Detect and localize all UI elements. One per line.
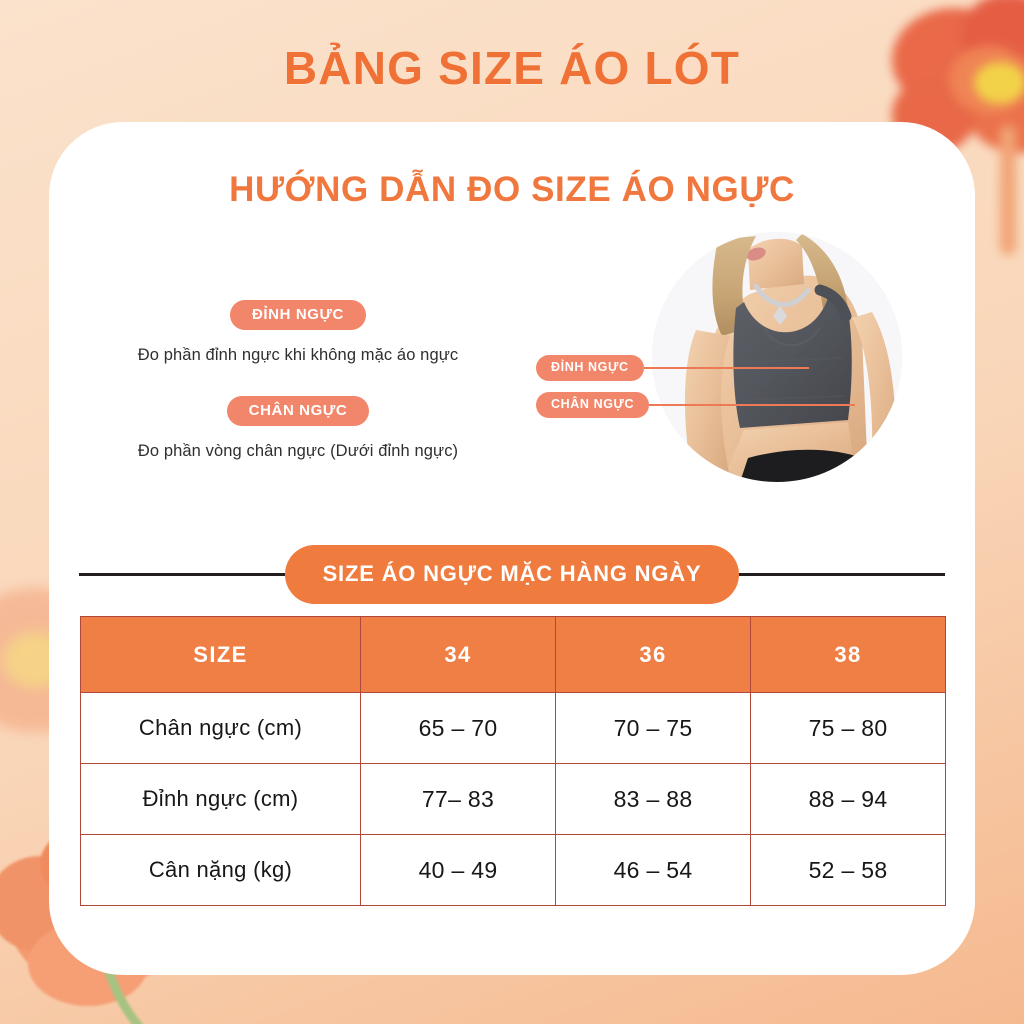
row-label-chan-nguc: Chân ngực (cm) xyxy=(80,692,361,764)
cell-can-nang-34: 40 – 49 xyxy=(360,834,556,906)
measurement-guide: ĐỈNH NGỰC Đo phần đỉnh ngực khi không mặ… xyxy=(83,300,513,461)
cell-chan-nguc-34: 65 – 70 xyxy=(360,692,556,764)
table-header-36: 36 xyxy=(555,616,751,693)
table-header-38: 38 xyxy=(750,616,946,693)
guide-text-underbust: Đo phần vòng chân ngực (Dưới đỉnh ngực) xyxy=(137,442,459,460)
table-row: Chân ngực (cm) 65 – 70 70 – 75 75 – 80 xyxy=(80,692,946,764)
banner-rule-right xyxy=(739,573,945,576)
guide-text-bust: Đo phần đỉnh ngực khi không mặc áo ngực xyxy=(137,346,459,364)
callout-label-chan-nguc: CHÂN NGỰC xyxy=(536,392,650,418)
badge-row-bust: ĐỈNH NGỰC xyxy=(83,300,513,330)
content-card: HƯỚNG DẪN ĐO SIZE ÁO NGỰC ĐỈNH NGỰC Đo p… xyxy=(49,122,975,975)
model-photo-illustration xyxy=(652,232,902,482)
cell-can-nang-38: 52 – 58 xyxy=(750,834,946,906)
badge-dinh-nguc: ĐỈNH NGỰC xyxy=(229,300,366,330)
cell-dinh-nguc-34: 77– 83 xyxy=(360,763,556,835)
size-table-wrapper: SIZE 34 36 38 Chân ngực (cm) 65 – 70 70 … xyxy=(80,616,946,906)
cell-dinh-nguc-36: 83 – 88 xyxy=(555,763,751,835)
table-header-row: SIZE 34 36 38 xyxy=(80,616,946,693)
badge-chan-nguc: CHÂN NGỰC xyxy=(226,396,370,426)
banner-rule-left xyxy=(79,573,285,576)
guide-item-bust: ĐỈNH NGỰC Đo phần đỉnh ngực khi không mặ… xyxy=(83,300,513,365)
callout-chan-nguc: CHÂN NGỰC xyxy=(536,392,856,418)
badge-row-underbust: CHÂN NGỰC xyxy=(83,396,513,426)
section-title: HƯỚNG DẪN ĐO SIZE ÁO NGỰC xyxy=(229,170,795,209)
table-row: Cân nặng (kg) 40 – 49 46 – 54 52 – 58 xyxy=(80,834,946,906)
callout-label-dinh-nguc: ĐỈNH NGỰC xyxy=(536,355,644,381)
row-label-dinh-nguc: Đỉnh ngực (cm) xyxy=(80,763,361,835)
page-title: BẢNG SIZE ÁO LÓT xyxy=(283,42,741,94)
cell-can-nang-36: 46 – 54 xyxy=(555,834,751,906)
cell-chan-nguc-38: 75 – 80 xyxy=(750,692,946,764)
photo-area: ĐỈNH NGỰC CHÂN NGỰC xyxy=(504,210,944,520)
cell-dinh-nguc-38: 88 – 94 xyxy=(750,763,946,835)
table-header-size: SIZE xyxy=(80,616,361,693)
size-table: SIZE 34 36 38 Chân ngực (cm) 65 – 70 70 … xyxy=(80,616,946,906)
table-banner-row: SIZE ÁO NGỰC MẶC HÀNG NGÀY xyxy=(79,545,945,604)
callout-dinh-nguc: ĐỈNH NGỰC xyxy=(536,355,809,381)
row-label-can-nang: Cân nặng (kg) xyxy=(80,834,361,906)
model-photo xyxy=(652,232,902,482)
callout-line-chan-nguc xyxy=(649,403,856,406)
table-banner-label: SIZE ÁO NGỰC MẶC HÀNG NGÀY xyxy=(284,545,740,604)
callout-line-dinh-nguc xyxy=(643,366,809,369)
guide-item-underbust: CHÂN NGỰC Đo phần vòng chân ngực (Dưới đ… xyxy=(83,396,513,461)
cell-chan-nguc-36: 70 – 75 xyxy=(555,692,751,764)
table-header-34: 34 xyxy=(360,616,556,693)
table-row: Đỉnh ngực (cm) 77– 83 83 – 88 88 – 94 xyxy=(80,763,946,835)
